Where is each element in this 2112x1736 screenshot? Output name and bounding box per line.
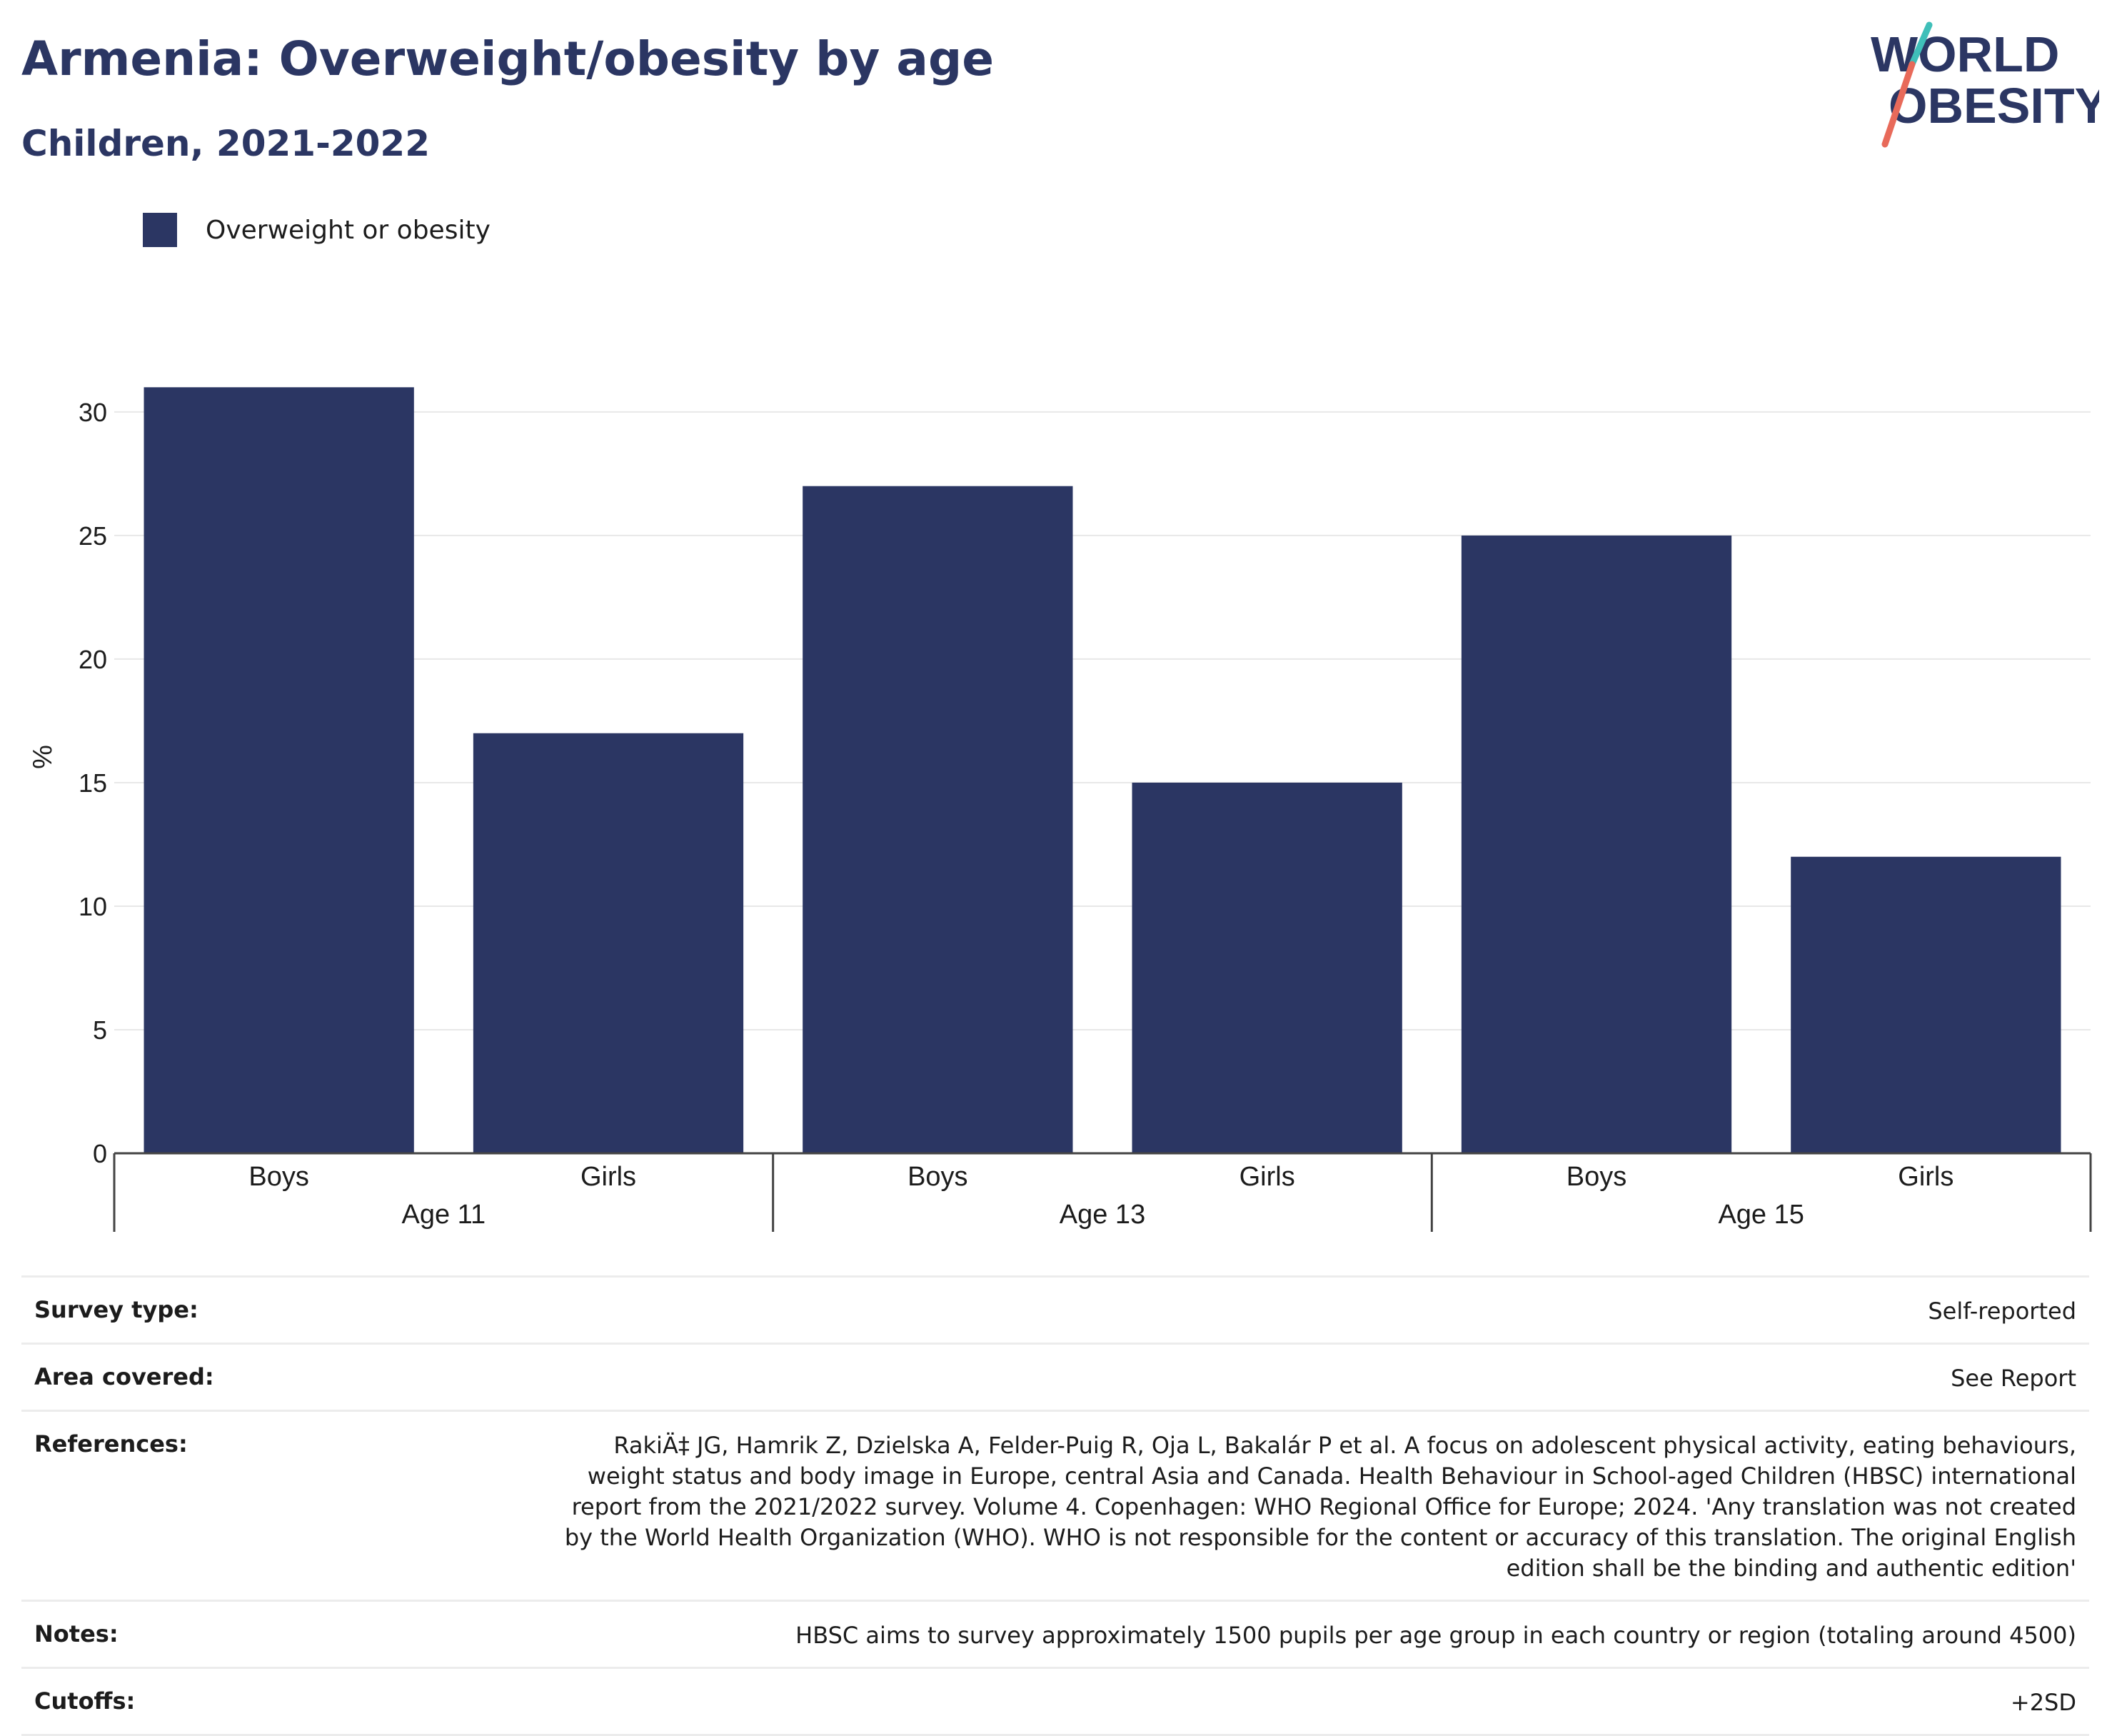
detail-value: RakiÄ‡ JG, Hamrik Z, Dzielska A, Felder-… bbox=[564, 1432, 2076, 1582]
detail-row: Cutoffs: +2SD bbox=[21, 1667, 2089, 1736]
x-tick-label: Girls bbox=[580, 1162, 636, 1192]
detail-value: +2SD bbox=[2010, 1689, 2076, 1716]
chart-subtitle: Children, 2021-2022 bbox=[21, 123, 430, 164]
legend-label: Overweight or obesity bbox=[206, 215, 491, 245]
detail-key: Area covered: bbox=[34, 1363, 214, 1390]
chart-title: Armenia: Overweight/obesity by age bbox=[21, 31, 994, 86]
detail-value: Self-reported bbox=[1928, 1298, 2076, 1325]
y-axis-title: % bbox=[28, 745, 58, 769]
detail-row: Survey type: Self-reported bbox=[21, 1275, 2089, 1343]
group-label: Age 11 bbox=[402, 1200, 486, 1230]
x-tick-label: Boys bbox=[907, 1162, 967, 1192]
logo-line-2: OBESITY bbox=[1889, 78, 2099, 134]
y-tick-label: 25 bbox=[79, 521, 107, 551]
detail-row: Area covered: See Report bbox=[21, 1343, 2089, 1410]
detail-row: References: RakiÄ‡ JG, Hamrik Z, Dzielska… bbox=[21, 1410, 2089, 1600]
detail-key: References: bbox=[34, 1430, 188, 1457]
legend-swatch bbox=[143, 213, 177, 247]
detail-value: See Report bbox=[1951, 1365, 2076, 1392]
detail-key: Notes: bbox=[34, 1620, 119, 1647]
bar bbox=[1132, 782, 1402, 1153]
y-tick-label: 30 bbox=[79, 398, 107, 427]
bar bbox=[144, 387, 414, 1154]
y-tick-label: 0 bbox=[93, 1139, 107, 1168]
x-tick-label: Girls bbox=[1898, 1162, 1953, 1192]
group-label: Age 15 bbox=[1718, 1200, 1804, 1230]
bar bbox=[1791, 856, 2061, 1153]
chart-legend[interactable]: Overweight or obesity bbox=[143, 213, 491, 247]
detail-key: Survey type: bbox=[34, 1296, 198, 1323]
y-tick-label: 20 bbox=[79, 645, 107, 674]
bar bbox=[803, 486, 1073, 1153]
x-tick-label: Boys bbox=[1567, 1162, 1626, 1192]
logo-line-1: WORLD bbox=[1871, 26, 2059, 82]
detail-value: HBSC aims to survey approximately 1500 p… bbox=[795, 1622, 2076, 1649]
group-label: Age 13 bbox=[1060, 1200, 1145, 1230]
detail-key: Cutoffs: bbox=[34, 1687, 136, 1715]
x-tick-label: Girls bbox=[1239, 1162, 1295, 1192]
bar bbox=[1461, 535, 1732, 1153]
y-tick-label: 5 bbox=[93, 1015, 107, 1045]
bar-chart: 0 5 10 15 20 25 30% Boys Girls Boys Girls Boys Girls… bbox=[28, 387, 2092, 1232]
detail-row: Notes: HBSC aims to survey approximately … bbox=[21, 1600, 2089, 1667]
y-tick-label: 10 bbox=[79, 892, 107, 921]
details-table: Survey type: Self-reported Area covered: Se… bbox=[21, 1275, 2089, 1736]
world-obesity-logo: WORLD OBESITY bbox=[1871, 21, 2099, 148]
x-tick-label: Boys bbox=[248, 1162, 308, 1192]
y-tick-label: 15 bbox=[79, 768, 107, 798]
bar bbox=[473, 733, 744, 1153]
